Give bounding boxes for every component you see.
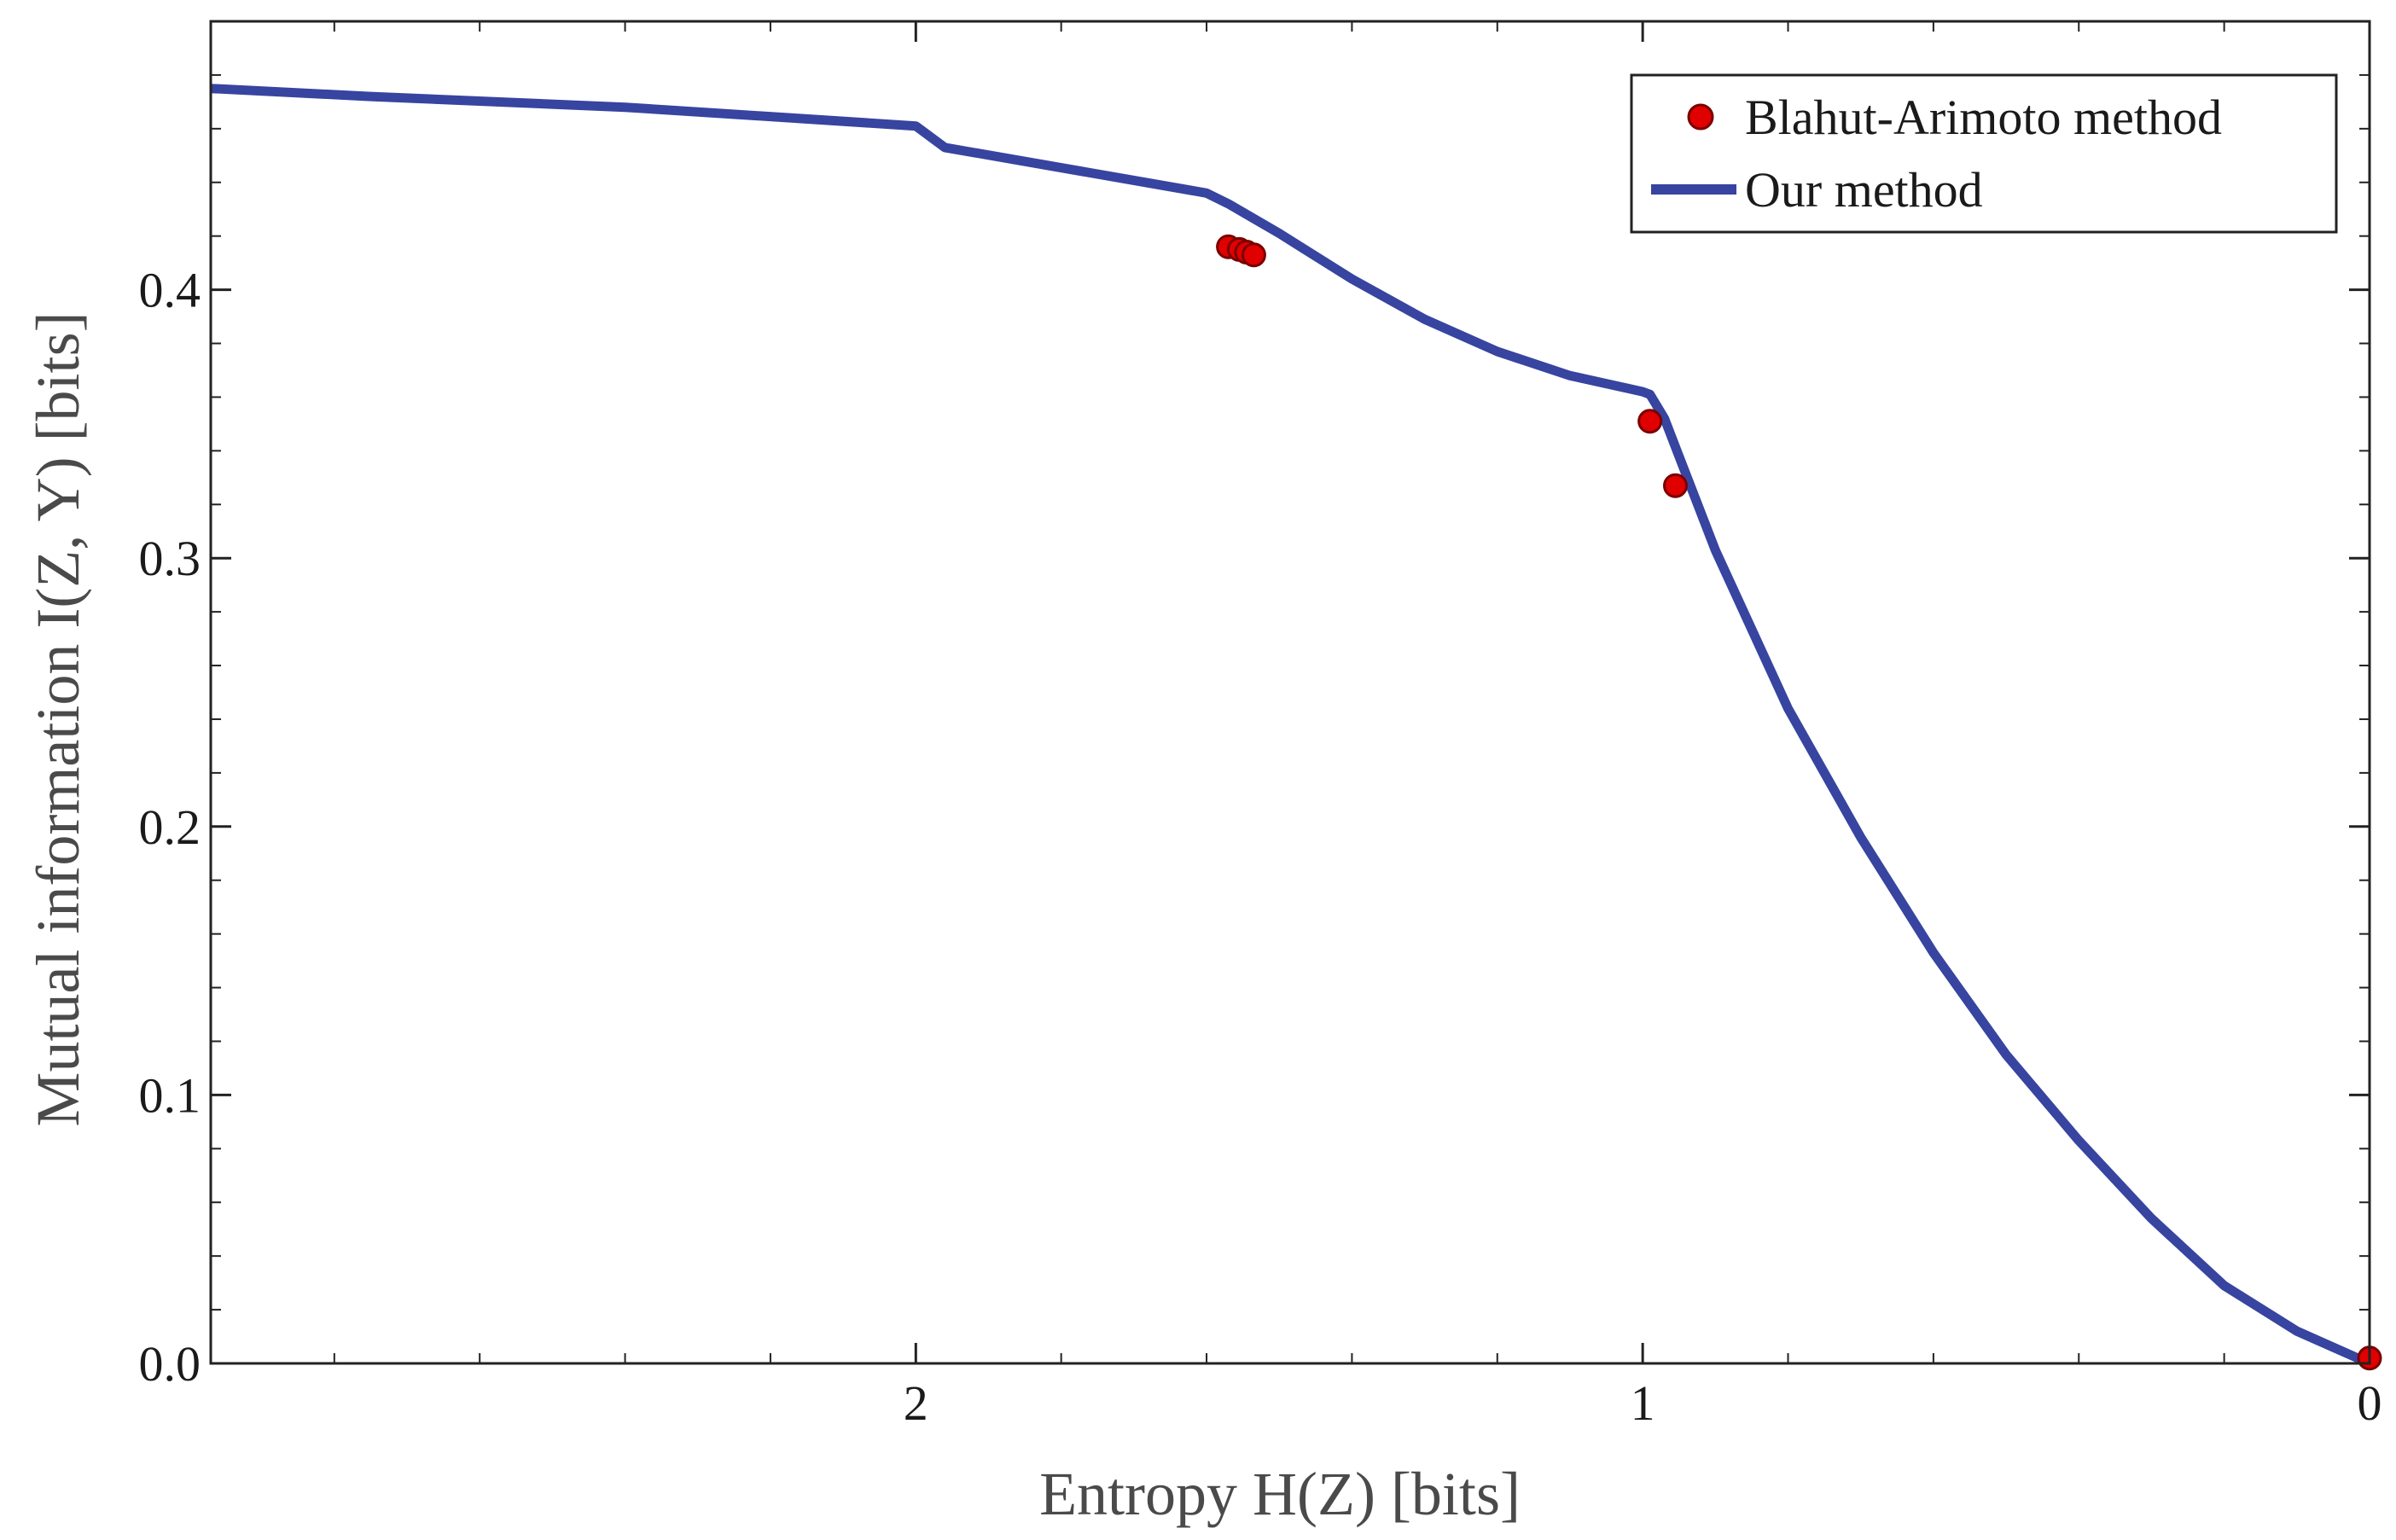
plot-frame <box>209 20 2371 1365</box>
x-axis-title: Entropy H(Z) [bits] <box>1039 1460 1521 1528</box>
minor-ticks <box>211 21 2370 1363</box>
legend-box <box>1630 73 2338 234</box>
legend-label-our-method: Our method <box>1745 162 1983 218</box>
legend-marker-blahut-arimoto <box>1687 103 1714 131</box>
y-tick-labels: 0.0 0.1 0.2 0.3 0.4 <box>139 263 201 1392</box>
y-tick-label: 0.1 <box>139 1067 201 1123</box>
x-tick-label: 1 <box>1631 1375 1655 1431</box>
points-layer <box>1216 234 2382 1371</box>
y-tick-label: 0.3 <box>139 531 201 586</box>
x-tick-label: 0 <box>2358 1375 2382 1431</box>
y-axis-title: Mutual information I(Z, Y) [bits] <box>24 311 92 1126</box>
curve-layer <box>210 84 2372 1369</box>
y-tick-label: 0.4 <box>139 263 201 318</box>
x-tick-labels: 2 1 0 <box>904 1375 2382 1431</box>
y-tick-label: 0.2 <box>139 799 201 855</box>
legend: Blahut-Arimoto method Our method <box>1630 73 2338 234</box>
x-tick-label: 2 <box>904 1375 928 1431</box>
legend-label-blahut-arimoto: Blahut-Arimoto method <box>1745 90 2222 145</box>
blahut-arimoto-point <box>1637 409 1663 434</box>
our-method-curve <box>210 84 2372 1369</box>
blahut-arimoto-point <box>1662 473 1688 498</box>
blahut-arimoto-point <box>1241 242 1266 268</box>
y-tick-label: 0.0 <box>139 1336 201 1392</box>
major-ticks <box>211 21 2371 1365</box>
